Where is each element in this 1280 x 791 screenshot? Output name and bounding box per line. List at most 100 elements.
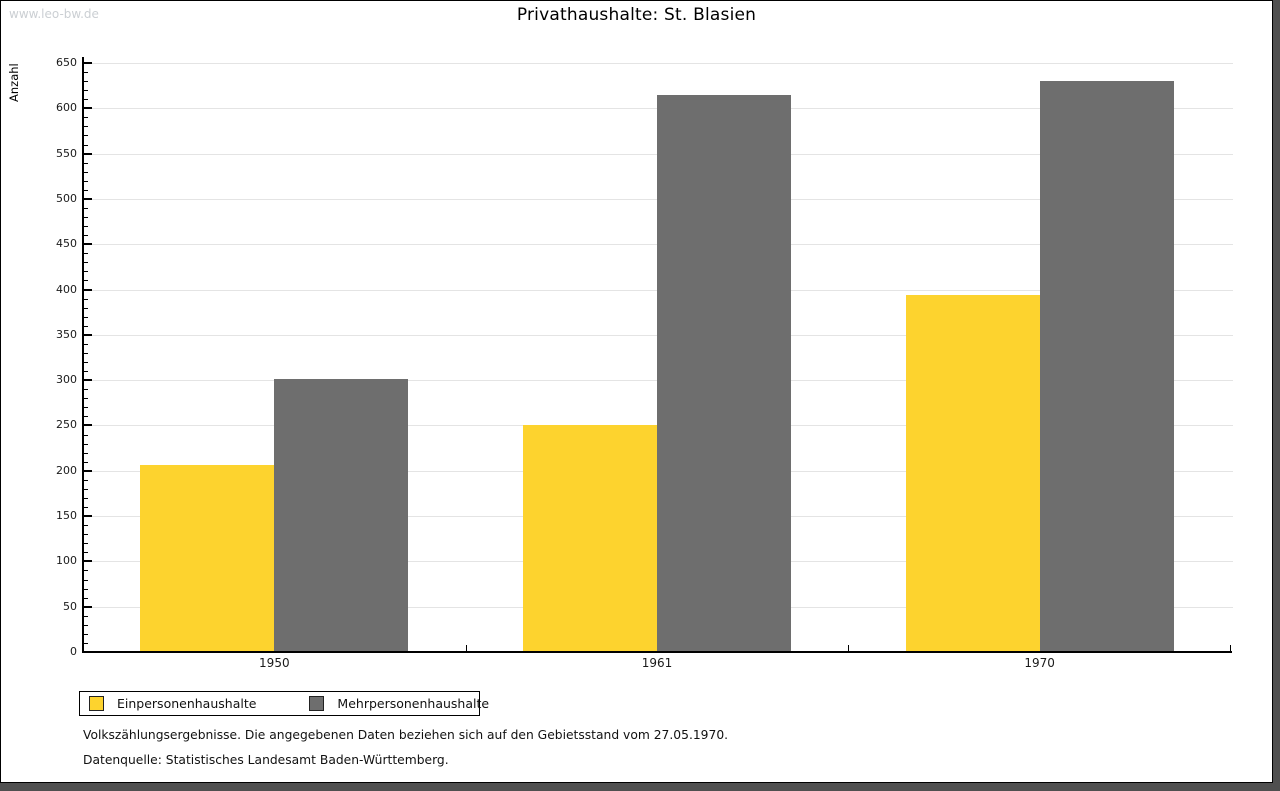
y-tick-minor-570 [84, 135, 88, 137]
gridline-650 [83, 63, 1233, 64]
footnote-line-2: Datenquelle: Statistisches Landesamt Bad… [83, 753, 449, 767]
y-tick-major-550 [84, 152, 92, 155]
y-tick-label-350: 350 [56, 327, 77, 341]
y-tick-minor-340 [84, 343, 88, 345]
y-tick-minor-380 [84, 307, 88, 309]
y-tick-major-150 [84, 515, 92, 518]
y-tick-label-400: 400 [56, 282, 77, 296]
y-tick-label-0: 0 [70, 645, 77, 658]
legend-label: Einpersonenhaushalte [117, 696, 257, 711]
y-tick-minor-60 [84, 597, 88, 599]
y-tick-minor-70 [84, 588, 88, 590]
y-tick-label-600: 600 [56, 101, 77, 115]
bar-mehrpersonenhaushalte-1950 [274, 379, 409, 652]
y-tick-minor-630 [84, 81, 88, 83]
y-tick-minor-440 [84, 253, 88, 255]
y-tick-label-50: 50 [63, 599, 77, 613]
x-axis-end-tick [1230, 645, 1231, 652]
y-tick-minor-210 [84, 461, 88, 463]
page-title: Privathaushalte: St. Blasien [516, 5, 757, 25]
y-tick-label-450: 450 [56, 237, 77, 251]
y-tick-minor-230 [84, 443, 88, 445]
y-tick-minor-580 [84, 126, 88, 128]
y-tick-major-50 [84, 605, 92, 608]
y-tick-minor-620 [84, 90, 88, 92]
y-tick-minor-470 [84, 226, 88, 228]
y-tick-label-250: 250 [56, 418, 77, 432]
legend-item-einpersonenhaushalte: Einpersonenhaushalte [89, 696, 300, 711]
y-tick-minor-390 [84, 298, 88, 300]
x-tick-label-1950: 1950 [259, 656, 290, 670]
y-tick-label-300: 300 [56, 373, 77, 387]
y-tick-minor-360 [84, 325, 88, 327]
y-tick-minor-640 [84, 72, 88, 74]
y-tick-minor-140 [84, 525, 88, 527]
y-tick-minor-560 [84, 144, 88, 146]
y-tick-minor-510 [84, 189, 88, 191]
y-tick-label-100: 100 [56, 554, 77, 568]
y-tick-minor-430 [84, 262, 88, 264]
y-tick-minor-130 [84, 534, 88, 536]
x-axis-line [82, 651, 1232, 653]
y-tick-minor-240 [84, 434, 88, 436]
y-tick-label-550: 550 [56, 146, 77, 160]
legend: Einpersonenhaushalte Mehrpersonenhaushal… [79, 691, 489, 716]
y-tick-minor-370 [84, 316, 88, 318]
y-tick-minor-410 [84, 280, 88, 282]
x-boundary-tick-2 [848, 645, 850, 652]
y-tick-minor-330 [84, 352, 88, 354]
y-tick-major-250 [84, 424, 92, 427]
y-tick-minor-610 [84, 99, 88, 101]
legend-item-mehrpersonenhaushalte: Mehrpersonenhaushalte [309, 696, 489, 711]
y-tick-minor-520 [84, 180, 88, 182]
watermark-link: www.leo-bw.de [9, 7, 99, 21]
y-tick-minor-120 [84, 543, 88, 545]
y-tick-minor-270 [84, 407, 88, 409]
y-tick-minor-90 [84, 570, 88, 572]
y-tick-minor-170 [84, 497, 88, 499]
x-tick-label-1970: 1970 [1024, 656, 1055, 670]
y-tick-minor-310 [84, 371, 88, 373]
bar-mehrpersonenhaushalte-1970 [1039, 81, 1174, 652]
y-tick-major-450 [84, 243, 92, 246]
bar-einpersonenhaushalte-1970 [905, 294, 1040, 652]
y-tick-minor-480 [84, 217, 88, 219]
y-tick-minor-190 [84, 479, 88, 481]
legend-swatch-yellow-icon [89, 696, 104, 711]
y-axis-line [82, 57, 84, 653]
y-tick-major-600 [84, 107, 92, 110]
y-tick-minor-40 [84, 615, 88, 617]
y-tick-minor-590 [84, 117, 88, 119]
y-tick-major-100 [84, 560, 92, 563]
y-tick-minor-80 [84, 579, 88, 581]
bar-mehrpersonenhaushalte-1961 [657, 94, 791, 652]
y-tick-minor-490 [84, 207, 88, 209]
y-tick-major-200 [84, 469, 92, 472]
y-tick-minor-10 [84, 642, 88, 644]
y-tick-label-500: 500 [56, 191, 77, 205]
y-tick-minor-280 [84, 398, 88, 400]
y-tick-label-650: 650 [56, 56, 77, 69]
y-tick-minor-30 [84, 624, 88, 626]
y-tick-minor-180 [84, 488, 88, 490]
y-axis-title: Anzahl [7, 63, 21, 102]
y-tick-major-500 [84, 197, 92, 200]
y-tick-minor-220 [84, 452, 88, 454]
legend-swatch-gray-icon [309, 696, 325, 711]
x-tick-label-1961: 1961 [641, 656, 673, 670]
y-tick-minor-460 [84, 235, 88, 237]
y-tick-label-150: 150 [56, 509, 77, 523]
y-tick-minor-260 [84, 416, 88, 418]
y-tick-label-200: 200 [56, 463, 77, 477]
y-tick-major-400 [84, 288, 92, 291]
y-tick-minor-20 [84, 633, 88, 635]
y-tick-minor-540 [84, 162, 88, 164]
y-tick-major-650 [84, 62, 92, 64]
footnote-line-1: Volkszählungsergebnisse. Die angegebenen… [83, 728, 729, 742]
legend-label: Mehrpersonenhaushalte [337, 696, 490, 711]
y-tick-major-300 [84, 379, 92, 382]
x-boundary-tick-1 [465, 645, 467, 652]
y-tick-minor-110 [84, 552, 88, 554]
